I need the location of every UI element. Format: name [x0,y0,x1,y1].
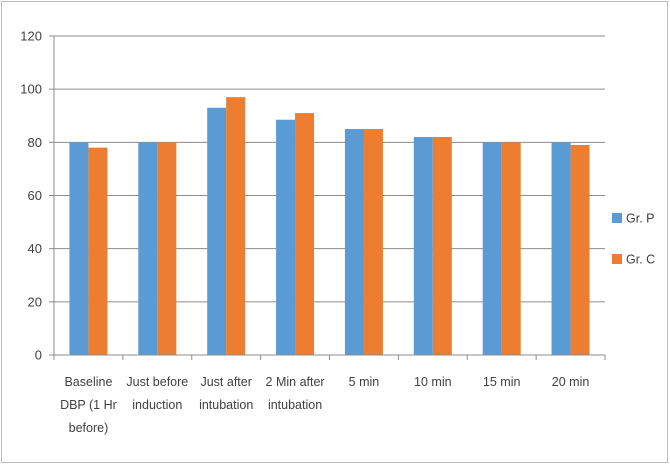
y-tick-label: 80 [28,135,42,150]
x-category-label: 2 Min after [266,375,325,389]
bar-gr-p [344,129,364,355]
y-tick-label: 100 [20,82,42,97]
bar-gr-p [482,142,502,355]
x-category-label: 15 min [483,375,521,389]
legend-label: Gr. C [626,253,655,267]
bar-gr-c [88,147,108,355]
bar-gr-c [295,113,315,355]
x-category-label: Just before [126,375,188,389]
bar-gr-c [157,142,177,355]
axes [53,36,606,360]
x-category-label: 10 min [414,375,452,389]
bar-gr-p [69,142,89,355]
bar-gr-p [207,107,227,356]
y-tick-label: 0 [35,348,42,363]
bar-gr-p [413,137,433,355]
y-axis-ticks: 0 20 40 60 80 100 120 [20,29,54,363]
x-category-label: 5 min [349,375,380,389]
legend-swatch [612,213,622,223]
x-category-label: intubation [199,398,253,412]
x-axis-labels: Baseline DBP (1 Hr before) Just before induc… [60,375,589,435]
bar-gr-c [226,97,246,356]
x-category-label: DBP (1 Hr [60,398,117,412]
x-category-label: Baseline [64,375,112,389]
bar-gr-p [138,142,158,355]
bar-gr-c [570,144,590,355]
legend-label: Gr. P [626,212,654,226]
y-tick-label: 120 [20,29,42,44]
y-tick-label: 60 [28,188,42,203]
legend-swatch [612,254,622,264]
gridlines [54,35,605,303]
x-category-label: induction [132,398,182,412]
y-tick-label: 40 [28,241,42,256]
bar-gr-c [432,137,452,355]
y-tick-label: 20 [28,294,42,309]
x-category-label: before) [69,421,109,435]
bars [69,97,590,356]
bar-gr-p [276,119,296,355]
legend: Gr. P Gr. C [612,212,655,267]
bar-gr-c [501,142,521,355]
bar-gr-c [363,129,383,355]
x-category-label: 20 min [552,375,590,389]
x-category-label: intubation [268,398,322,412]
x-category-label: Just after [200,375,251,389]
bar-gr-p [551,142,571,355]
